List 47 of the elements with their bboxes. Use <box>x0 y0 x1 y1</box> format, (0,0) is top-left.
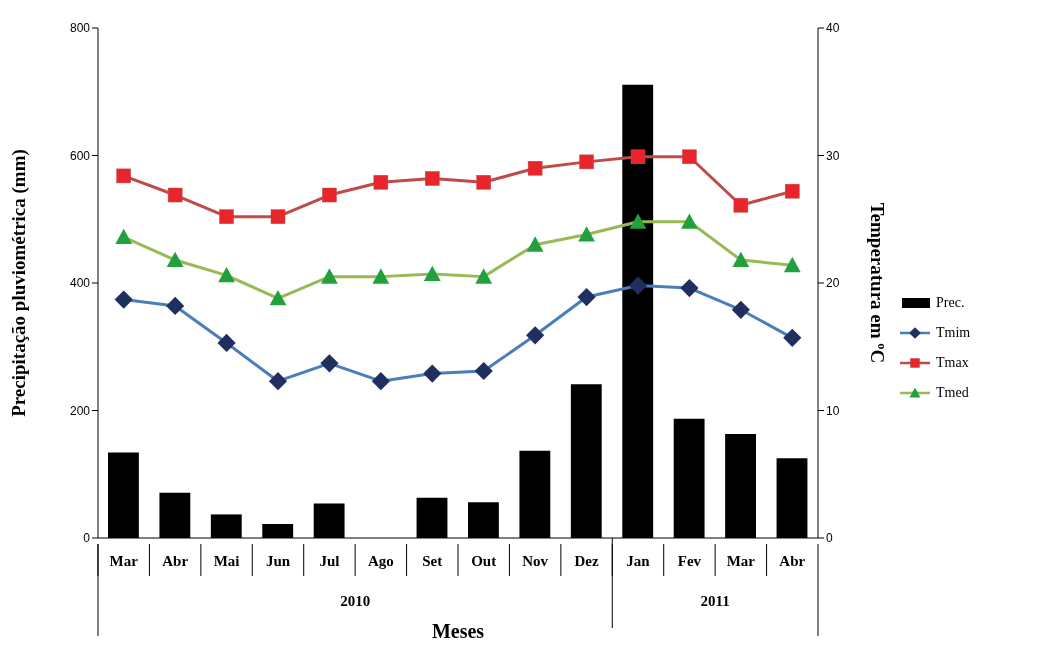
point <box>425 171 440 186</box>
x-tick-label: Mar <box>109 553 139 569</box>
x-tick-label: Jan <box>626 553 651 569</box>
y2-tick-label: 20 <box>826 276 840 291</box>
y2-tick-label: 0 <box>826 531 833 546</box>
y2-tick-label: 30 <box>826 148 840 163</box>
y-tick-label: 200 <box>69 403 91 418</box>
x-tick-label: Jul <box>319 553 340 569</box>
legend-label: Tmim <box>936 325 971 341</box>
x-tick-label: Set <box>422 553 443 569</box>
y2-tick-label: 10 <box>826 403 840 418</box>
x-tick-label: Jun <box>265 553 291 569</box>
point <box>630 149 646 165</box>
y-tick-label: 800 <box>69 21 91 36</box>
x-axis-title: Meses <box>431 620 485 642</box>
legend-label: Tmed <box>936 385 969 401</box>
y-axis-title: Precipitação pluviométrica (mm) <box>7 149 30 417</box>
point <box>527 161 543 176</box>
y-tick-label: 400 <box>69 276 91 291</box>
point <box>322 187 337 203</box>
x-tick-label: Nov <box>522 553 549 569</box>
x-tick-label: Out <box>471 553 497 569</box>
point <box>373 175 389 190</box>
text: 2011 <box>700 593 730 609</box>
point <box>476 175 491 190</box>
text: 2010 <box>340 593 371 609</box>
point <box>682 149 697 165</box>
point <box>733 197 749 213</box>
point <box>167 187 183 203</box>
legend-label: Prec. <box>936 295 965 311</box>
y2-axis-title: Temperatura em ºC <box>867 202 889 364</box>
y-tick-label: 0 <box>83 531 91 546</box>
y-tick-label: 600 <box>69 148 91 163</box>
x-tick-label: Abr <box>779 553 806 569</box>
point <box>219 209 234 224</box>
point <box>579 154 594 170</box>
x-tick-label: Dez <box>574 553 599 569</box>
x-tick-label: Abr <box>162 553 189 569</box>
x-tick-label: Ago <box>367 553 394 569</box>
point <box>785 183 800 199</box>
x-tick-label: Mar <box>726 553 756 569</box>
point <box>270 209 286 224</box>
x-tick-label: Fev <box>677 553 702 569</box>
point <box>116 168 131 184</box>
x-tick-label: Mai <box>213 553 240 569</box>
y2-tick-label: 40 <box>826 21 840 36</box>
legend-label: Tmax <box>936 355 969 371</box>
